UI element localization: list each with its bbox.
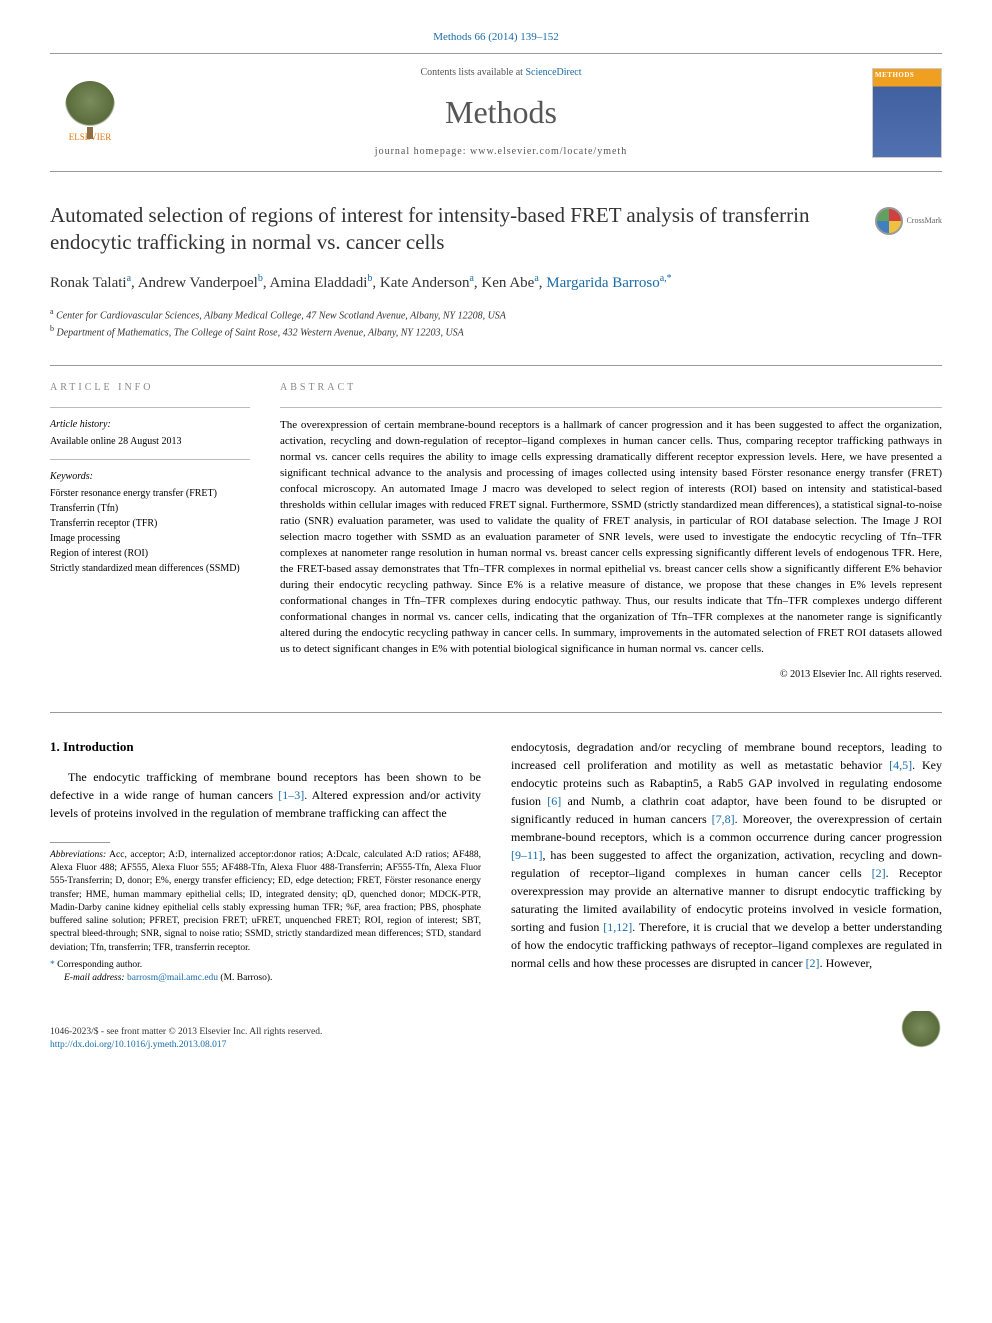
abstract-heading: abstract bbox=[280, 381, 942, 395]
contents-line: Contents lists available at ScienceDirec… bbox=[130, 66, 872, 80]
homepage-pre: journal homepage: bbox=[375, 146, 470, 157]
sciencedirect-link[interactable]: ScienceDirect bbox=[525, 67, 581, 78]
cover-label: METHODS bbox=[875, 71, 914, 81]
issn-line: 1046-2023/$ - see front matter © 2013 El… bbox=[50, 1026, 322, 1039]
corresponding-label: Corresponding author. bbox=[57, 960, 142, 970]
journal-header: ELSEVIER Contents lists available at Sci… bbox=[50, 53, 942, 172]
info-abstract-row: article info Article history: Available … bbox=[50, 366, 942, 681]
title-text: Automated selection of regions of intere… bbox=[50, 203, 810, 254]
history-label: Article history: bbox=[50, 418, 250, 432]
history-text: Available online 28 August 2013 bbox=[50, 434, 250, 449]
ref-link[interactable]: [9–11] bbox=[511, 848, 543, 862]
ref-link[interactable]: [7,8] bbox=[712, 812, 735, 826]
star-icon: * bbox=[50, 960, 55, 970]
page-footer: 1046-2023/$ - see front matter © 2013 El… bbox=[50, 1011, 942, 1053]
doi-link[interactable]: http://dx.doi.org/10.1016/j.ymeth.2013.0… bbox=[50, 1040, 226, 1050]
author: Andrew Vanderpoelb bbox=[138, 275, 263, 291]
author: Kate Andersona bbox=[380, 275, 474, 291]
corresponding-author-link[interactable]: Margarida Barroso bbox=[546, 275, 659, 291]
abbreviations-footnote: Abbreviations: Acc, acceptor; A:D, inter… bbox=[50, 849, 481, 955]
author: Ronak Talatia bbox=[50, 275, 131, 291]
corresponding-star-icon: * bbox=[667, 273, 672, 284]
ref-link[interactable]: [1–3] bbox=[278, 788, 304, 802]
ref-link[interactable]: [2] bbox=[872, 866, 886, 880]
ref-link[interactable]: [6] bbox=[547, 794, 561, 808]
body-column-left: 1. Introduction The endocytic traffickin… bbox=[50, 738, 481, 986]
divider bbox=[280, 407, 942, 408]
keywords-list: Förster resonance energy transfer (FRET)… bbox=[50, 486, 250, 576]
citation: Methods 66 (2014) 139–152 bbox=[50, 30, 942, 45]
footnote-divider bbox=[50, 842, 110, 843]
intro-paragraph-cont: endocytosis, degradation and/or recyclin… bbox=[511, 738, 942, 972]
crossmark-icon bbox=[875, 207, 903, 235]
section-heading: 1. Introduction bbox=[50, 738, 481, 756]
article-info-column: article info Article history: Available … bbox=[50, 366, 250, 681]
email-post: (M. Barroso). bbox=[218, 973, 272, 983]
email-footnote: E-mail address: barrosm@mail.amc.edu (M.… bbox=[50, 972, 481, 985]
contents-pre: Contents lists available at bbox=[420, 67, 525, 78]
abbrev-label: Abbreviations: bbox=[50, 850, 106, 860]
email-link[interactable]: barrosm@mail.amc.edu bbox=[127, 973, 218, 983]
author: Amina Eladdadib bbox=[270, 275, 373, 291]
email-label: E-mail address: bbox=[64, 973, 125, 983]
ref-link[interactable]: [4,5] bbox=[889, 758, 912, 772]
abstract-text: The overexpression of certain membrane-b… bbox=[280, 418, 942, 657]
abstract-copyright: © 2013 Elsevier Inc. All rights reserved… bbox=[280, 668, 942, 682]
corresponding-footnote: * Corresponding author. bbox=[50, 959, 481, 972]
ref-link[interactable]: [2] bbox=[806, 956, 820, 970]
ref-link[interactable]: [1,12] bbox=[603, 920, 632, 934]
keywords-label: Keywords: bbox=[50, 470, 250, 484]
body-columns: 1. Introduction The endocytic traffickin… bbox=[50, 738, 942, 986]
abbrev-text: Acc, acceptor; A:D, internalized accepto… bbox=[50, 850, 481, 953]
crossmark-label: CrossMark bbox=[906, 216, 942, 226]
article-title: Automated selection of regions of intere… bbox=[50, 202, 942, 257]
author: Margarida Barrosoa,* bbox=[546, 275, 671, 291]
article-info-heading: article info bbox=[50, 381, 250, 395]
homepage-url[interactable]: www.elsevier.com/locate/ymeth bbox=[470, 146, 627, 157]
intro-paragraph: The endocytic trafficking of membrane bo… bbox=[50, 768, 481, 822]
journal-cover-thumbnail[interactable]: METHODS bbox=[872, 68, 942, 158]
abstract-column: abstract The overexpression of certain m… bbox=[280, 366, 942, 681]
divider bbox=[50, 407, 250, 408]
journal-name: Methods bbox=[130, 90, 872, 135]
citation-link[interactable]: Methods 66 (2014) 139–152 bbox=[433, 31, 559, 43]
footer-left: 1046-2023/$ - see front matter © 2013 El… bbox=[50, 1026, 322, 1053]
publisher-logo[interactable]: ELSEVIER bbox=[50, 73, 130, 153]
author: Ken Abea bbox=[481, 275, 538, 291]
body-column-right: endocytosis, degradation and/or recyclin… bbox=[511, 738, 942, 986]
elsevier-footer-logo-icon bbox=[900, 1011, 942, 1053]
crossmark-badge[interactable]: CrossMark bbox=[875, 207, 942, 235]
affiliations: a Center for Cardiovascular Sciences, Al… bbox=[50, 306, 942, 341]
homepage-line: journal homepage: www.elsevier.com/locat… bbox=[130, 145, 872, 159]
divider bbox=[50, 459, 250, 460]
elsevier-tree-icon bbox=[65, 81, 115, 131]
header-center: Contents lists available at ScienceDirec… bbox=[130, 66, 872, 159]
divider bbox=[50, 712, 942, 713]
author-list: Ronak Talatia, Andrew Vanderpoelb, Amina… bbox=[50, 272, 942, 294]
